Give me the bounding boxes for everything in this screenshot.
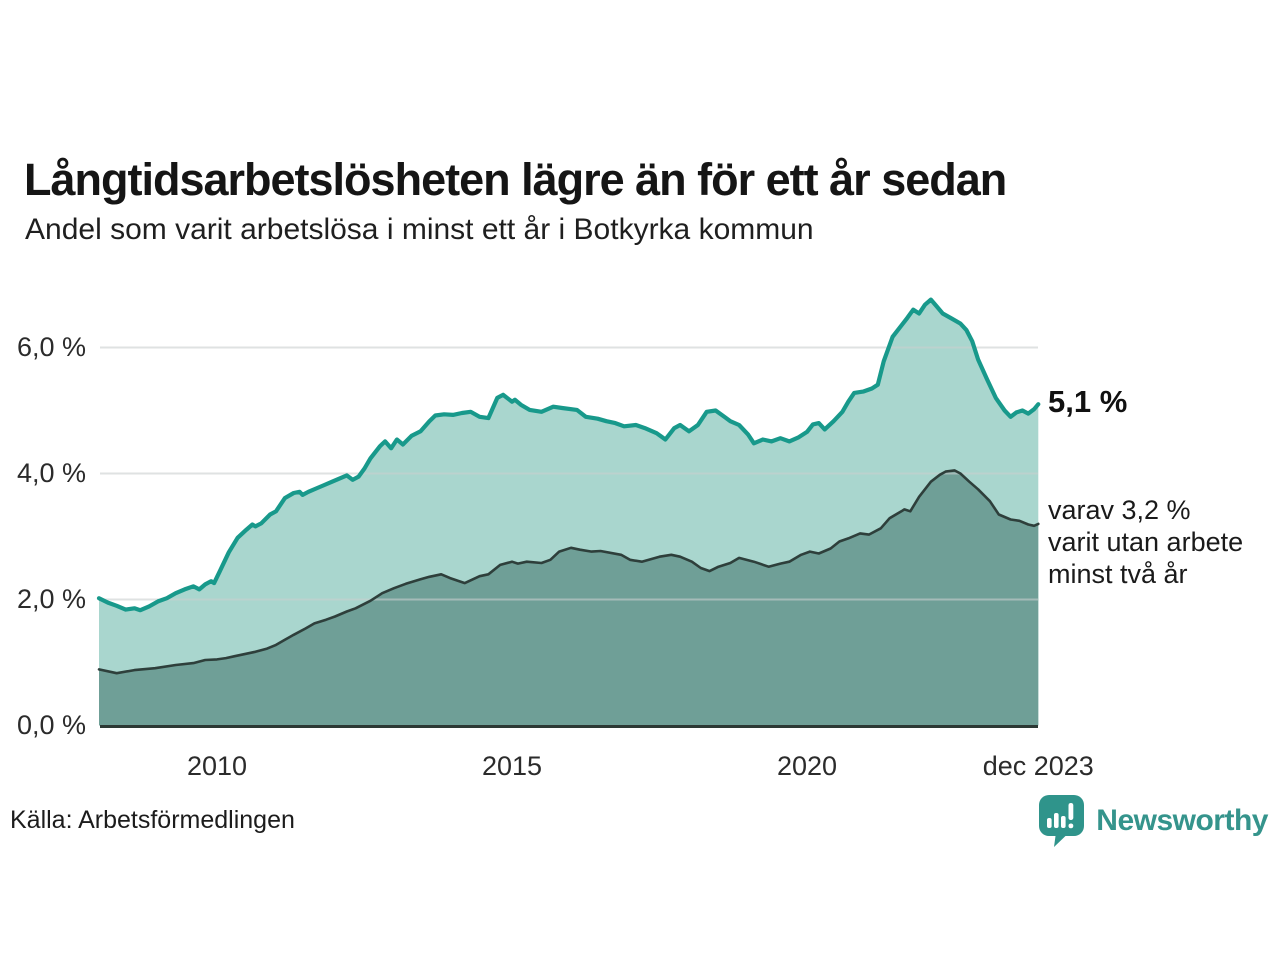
final-value-label: 5,1 % <box>1048 384 1128 420</box>
line-minst-ett-ar <box>96 297 1041 613</box>
newsworthy-logo-icon <box>1039 795 1085 847</box>
area-minst-tva-ar <box>99 470 1039 726</box>
y-tick-label: 2,0 % <box>16 583 86 614</box>
y-tick-label: 6,0 % <box>16 331 86 362</box>
newsworthy-wordmark: Newsworthy <box>1096 803 1268 837</box>
x-tick-label: dec 2023 <box>982 751 1094 781</box>
y-tick-label: 4,0 % <box>16 457 86 488</box>
source-note: Källa: Arbetsförmedlingen <box>10 806 295 834</box>
two-year-annotation-line: varav 3,2 % <box>1048 494 1191 525</box>
newsworthy-brand: Newsworthy <box>1038 794 1268 847</box>
x-tick-label: 2015 <box>481 751 543 781</box>
two-year-annotation-line: minst två år <box>1048 558 1188 589</box>
page-subtitle: Andel som varit arbetslösa i minst ett å… <box>25 213 814 246</box>
two-year-annotation-line: varit utan arbete <box>1048 526 1244 557</box>
line-minst-tva-ar <box>97 469 1040 675</box>
page-title: Långtidsarbetslösheten lägre än för ett … <box>24 154 1007 206</box>
x-tick-label: 2010 <box>186 751 248 781</box>
y-tick-label: 0,0 % <box>16 709 86 740</box>
two-year-annotation: varav 3,2 % varit utan arbete minst två … <box>1048 494 1243 590</box>
x-tick-label: 2020 <box>776 751 838 781</box>
